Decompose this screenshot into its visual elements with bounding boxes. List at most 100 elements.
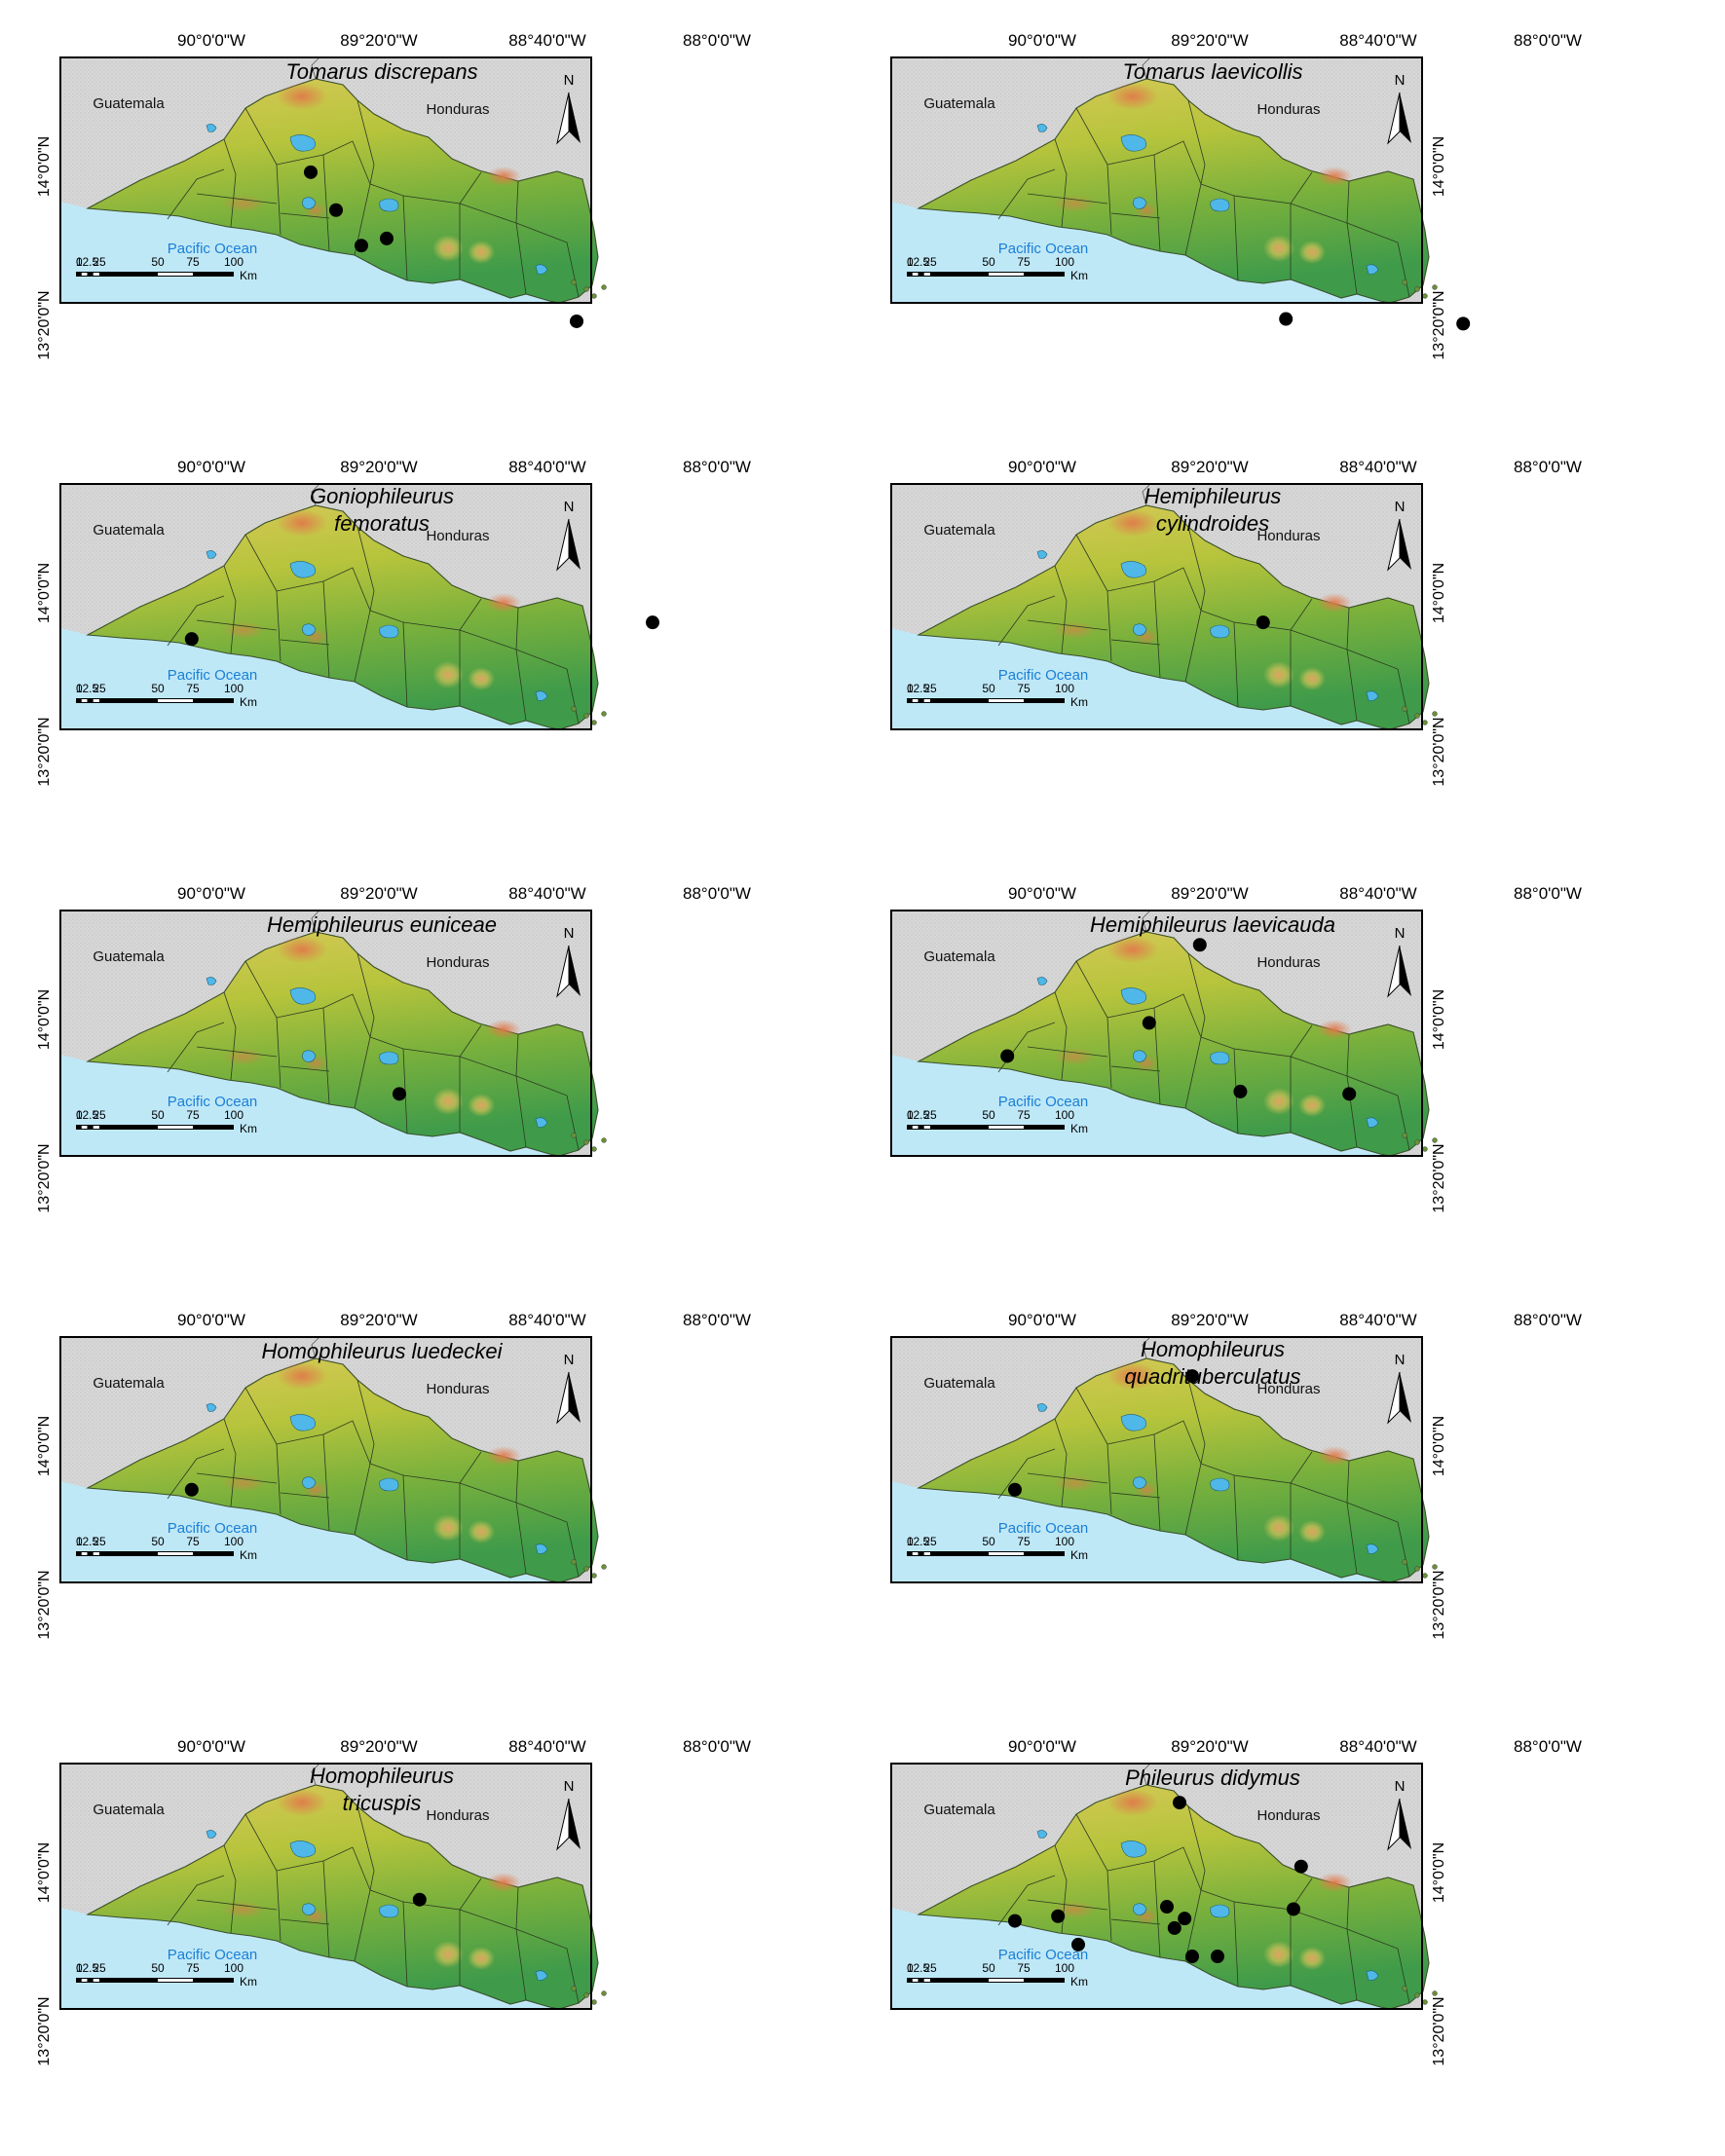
species-name: femoratus (334, 511, 430, 536)
department-boundary (1187, 99, 1206, 185)
border-line (1142, 910, 1151, 933)
north-arrow: N (1387, 1778, 1411, 1851)
longitude-tick-label: 90°0'0"W (1008, 31, 1076, 50)
north-label: N (564, 72, 575, 89)
lake (302, 1903, 317, 1915)
scale-segment (193, 1552, 234, 1555)
map-panel-homophileurus-quadrituberculatus: Guatemala Honduras Pacific Ocean Homophileu… (890, 1311, 1582, 1640)
island (601, 1564, 607, 1570)
island (571, 1133, 577, 1138)
department-boundary (196, 1899, 278, 1911)
island (1422, 1573, 1428, 1579)
occurrence-record (1233, 1084, 1248, 1098)
lake (1036, 550, 1048, 559)
lake (289, 987, 317, 1005)
scale-tick-label: 12.5 (907, 255, 930, 269)
lake (302, 623, 317, 636)
scale-segment (989, 699, 1024, 702)
longitude-tick-label: 90°0'0"W (177, 31, 245, 50)
department-boundary (1027, 619, 1108, 631)
occurrence-record (1142, 1016, 1156, 1030)
island (601, 711, 607, 717)
longitude-tick-label: 88°40'0"W (1339, 1737, 1416, 1756)
scale-segment (912, 1552, 919, 1555)
scale-tick-label: 25 (93, 1108, 106, 1122)
latitude-tick-label: 14°0'0"N (1431, 563, 1447, 623)
north-arrow: N (556, 72, 581, 145)
island (1402, 1559, 1407, 1565)
longitude-tick-label: 88°40'0"W (1339, 458, 1416, 476)
latitude-tick-label: 14°0'0"N (1431, 1416, 1447, 1476)
scale-tick-label: 0 (907, 1961, 914, 1975)
occurrence-record (184, 632, 199, 647)
lake (1120, 987, 1147, 1005)
relief-volcano (432, 1514, 464, 1542)
scale-segment (87, 1979, 94, 1982)
map-frame (890, 483, 1423, 730)
latitude-tick-label: 13°20'0"N (1431, 1570, 1447, 1639)
department-boundary (1027, 1472, 1108, 1484)
scale-tick-label: 25 (93, 1961, 106, 1975)
scale-tick-label: 50 (151, 682, 165, 695)
occurrence-record (1185, 1950, 1199, 1964)
occurrence-record (1008, 1482, 1022, 1497)
island (1414, 286, 1420, 292)
map-panel-hemiphileurus-cylindroides: Guatemala Honduras Pacific Ocean Hemiphileu… (890, 458, 1582, 787)
department-boundary (1153, 1846, 1202, 1962)
label-guatemala: Guatemala (923, 1802, 995, 1818)
scale-tick-label: 50 (982, 1535, 995, 1548)
island (1414, 1992, 1420, 1998)
map-frame (59, 1336, 592, 1583)
scale-unit-label: Km (1070, 1548, 1088, 1562)
island (571, 279, 577, 285)
scale-tick-label: 50 (151, 1535, 165, 1548)
map-frame (59, 1763, 592, 2010)
map-panel-tomarus-laevicollis: Guatemala Honduras Pacific Ocean Tomarus la… (890, 31, 1582, 360)
north-arrow-right (569, 946, 581, 996)
longitude-tick-label: 89°20'0"W (1171, 884, 1248, 903)
map-frame (59, 910, 592, 1157)
longitude-tick-label: 89°20'0"W (340, 458, 417, 476)
scale-tick-label: 50 (151, 255, 165, 269)
lake (535, 1117, 548, 1128)
department-boundary (1027, 193, 1108, 204)
lake (1366, 1543, 1379, 1554)
scale-tick-label: 12.5 (76, 1108, 99, 1122)
scale-tick-label: 75 (186, 1108, 200, 1122)
lake (206, 977, 217, 985)
label-guatemala: Guatemala (93, 948, 165, 965)
occurrence-record (1167, 1920, 1181, 1935)
island (601, 1137, 607, 1143)
lake (1036, 1830, 1048, 1839)
island (583, 1992, 589, 1998)
relief-volcano (1263, 235, 1294, 262)
scale-segment (81, 1552, 88, 1555)
longitude-tick-label: 88°40'0"W (1339, 31, 1416, 50)
scale-segment (907, 1979, 913, 1982)
ocean-area (891, 1055, 1390, 1156)
scale-segment (87, 699, 94, 702)
department-boundary (1346, 1460, 1350, 1504)
scale-tick-label: 75 (186, 255, 200, 269)
longitude-tick-label: 90°0'0"W (1008, 884, 1076, 903)
department-boundary (356, 1379, 375, 1465)
occurrence-record (184, 1482, 199, 1497)
map-frame (59, 483, 592, 730)
department-boundary (167, 1022, 225, 1073)
department-boundary (1153, 567, 1202, 683)
occurrence-record (1160, 1900, 1174, 1914)
scale-tick-label: 0 (76, 682, 83, 695)
scale-segment (99, 699, 158, 702)
department-boundary (1346, 1502, 1410, 1578)
lake (289, 134, 317, 152)
department-boundary (356, 952, 375, 1038)
longitude-tick-label: 89°20'0"W (1171, 31, 1248, 50)
lake (206, 550, 217, 559)
occurrence-record (1342, 1087, 1357, 1101)
relief-peak (1317, 1020, 1352, 1039)
scale-segment (989, 273, 1024, 276)
species-name: Tomarus laevicollis (1122, 59, 1302, 84)
department-boundary (1054, 1418, 1068, 1507)
map-panel-phileurus-didymus: Guatemala Honduras Pacific Ocean Phileurus … (890, 1737, 1582, 2066)
